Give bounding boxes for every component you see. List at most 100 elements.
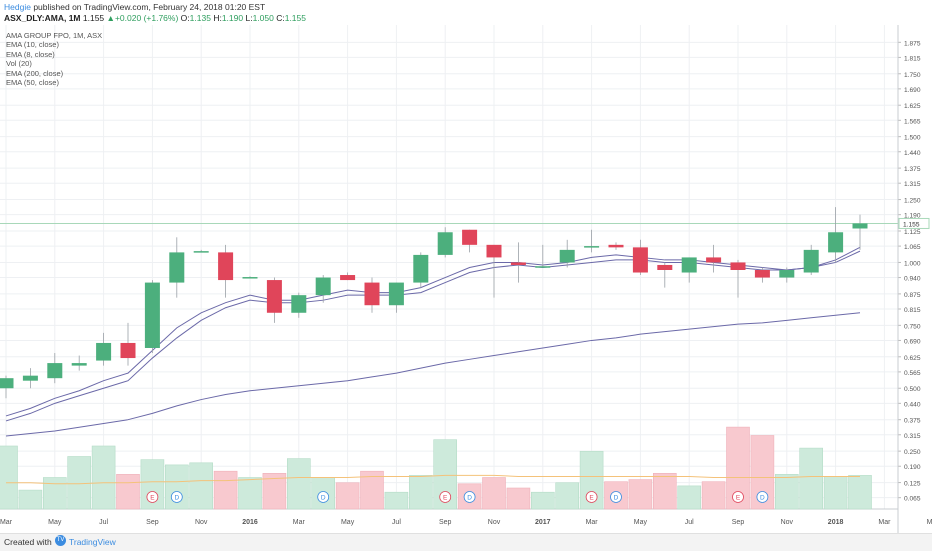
legend-ema-8[interactable]: EMA (8, close) <box>6 49 55 59</box>
earnings-marker-icon <box>439 491 452 503</box>
candle-down <box>462 229 478 245</box>
candle-up <box>437 232 453 255</box>
candle-down <box>706 257 722 263</box>
volume-ma-line <box>6 474 860 485</box>
y-tick-label: 1.190 <box>904 213 921 220</box>
candle-down <box>632 247 648 273</box>
x-tick-label: Mar <box>0 519 13 526</box>
dividend-marker-icon <box>463 491 476 503</box>
volume-bar-up <box>555 482 580 510</box>
y-tick-label: 1.315 <box>904 181 921 188</box>
volume-bar-up <box>408 475 433 510</box>
event-marker-label: D <box>614 494 619 501</box>
x-tick-label: Sep <box>146 519 159 526</box>
candle-down <box>486 244 502 258</box>
dividend-marker-icon <box>610 491 622 503</box>
x-tick-label: Jul <box>99 519 108 526</box>
candle-up <box>828 232 844 253</box>
y-tick-label: 1.750 <box>904 72 921 79</box>
symbol-info: ASX_DLY:AMA, 1M 1.155 ▲+0.020 (+1.76%) O… <box>4 13 306 23</box>
ema-10-line <box>5 250 861 422</box>
volume-bar-down <box>360 470 384 510</box>
volume-bar-down <box>213 470 238 510</box>
y-tick-label: 0.500 <box>904 386 921 393</box>
y-tick-label: 0.190 <box>904 464 921 471</box>
x-tick-label: Mar <box>293 519 306 526</box>
y-tick-label: 0.315 <box>904 433 921 440</box>
x-tick-label: Nov <box>781 519 794 526</box>
volume-bar-up <box>189 462 213 510</box>
volume-bar-up <box>823 476 848 510</box>
ohlc-high: 1.190 <box>221 13 244 23</box>
x-tick-label: 2016 <box>242 519 258 526</box>
symbol-label: ASX_DLY:AMA, 1M <box>4 13 81 23</box>
dividend-marker-icon <box>756 491 769 503</box>
tradingview-link[interactable]: TradingView <box>69 537 116 547</box>
candle-up <box>0 378 14 389</box>
y-tick-label: 1.875 <box>904 40 921 47</box>
event-marker-label: E <box>150 494 155 501</box>
y-tick-label: 0.625 <box>904 355 921 362</box>
volume-bar-up <box>67 456 91 510</box>
candle-down <box>608 244 624 248</box>
volume-bar-up <box>677 485 702 510</box>
candle-up <box>291 295 307 313</box>
ohlc-low: 1.050 <box>252 13 274 23</box>
change-up-icon: ▲ <box>106 13 115 23</box>
ema-8-line <box>5 246 861 417</box>
author-link[interactable]: Hedgie <box>4 2 31 12</box>
x-tick-label: Sep <box>732 519 745 526</box>
legend-ema-50[interactable]: EMA (50, close) <box>6 78 59 88</box>
y-tick-label: 0.125 <box>904 481 921 488</box>
y-tick-label: 0.065 <box>904 496 921 503</box>
event-marker-label: D <box>467 494 472 501</box>
y-tick-label: 1.375 <box>904 166 921 173</box>
dividend-marker-icon <box>317 491 330 503</box>
x-tick-label: 2018 <box>828 519 844 526</box>
legend-volume[interactable]: Vol (20) <box>6 59 32 69</box>
volume-bar-down <box>335 482 360 510</box>
candle-up <box>559 249 575 263</box>
candle-down <box>266 280 282 313</box>
price-chart[interactable]: 1.875 1.815 1.750 1.690 1.625 1.565 1.500 1.440… <box>0 25 932 533</box>
x-tick-label: Mar <box>878 519 891 526</box>
last-price-label: 1.155 <box>903 221 920 228</box>
y-tick-label: 0.690 <box>904 338 921 345</box>
legend-ema-200[interactable]: EMA (200, close) <box>6 68 64 78</box>
candle-down <box>754 270 770 278</box>
created-with-text: Created with <box>4 537 52 547</box>
volume-bar-down <box>482 477 506 510</box>
y-tick-label: 0.750 <box>904 323 921 330</box>
candle-up <box>535 266 551 268</box>
published-text: published on TradingView.com, February 2… <box>33 2 266 12</box>
legend-ema-10[interactable]: EMA (10, close) <box>6 40 59 50</box>
price-change: +0.020 (+1.76%) <box>114 13 179 23</box>
x-tick-label: Sep <box>439 519 452 526</box>
x-tick-label: May <box>48 519 62 526</box>
volume-bar-up <box>42 477 67 510</box>
ohlc-close: 1.155 <box>284 13 306 23</box>
volume-bar-down <box>262 472 287 510</box>
candle-up <box>852 223 868 229</box>
candle-up <box>71 363 87 366</box>
tradingview-logo-icon: TV <box>55 535 66 546</box>
ohlc-close-label: C: <box>276 13 285 23</box>
legend-symbol[interactable]: AMA GROUP FPO, 1M, ASX <box>6 31 103 40</box>
x-tick-label: Nov <box>195 519 208 526</box>
y-tick-label: 0.375 <box>904 418 921 425</box>
x-tick-label: Jul <box>392 519 401 526</box>
publish-info: Hedgie published on TradingView.com, Feb… <box>4 2 265 12</box>
event-marker-label: E <box>736 494 741 501</box>
candle-up <box>144 282 160 348</box>
y-tick-label: 0.440 <box>904 401 921 408</box>
x-tick-label: 2017 <box>535 519 551 526</box>
y-tick-label: 1.065 <box>904 244 921 251</box>
candle-up <box>681 257 697 273</box>
x-tick-label: Mar <box>586 519 599 526</box>
y-tick-label: 0.875 <box>904 292 921 299</box>
x-tick-label: Nov <box>488 519 501 526</box>
volume-bar-up <box>238 477 262 510</box>
candle-up <box>47 363 63 379</box>
y-tick-label: 0.940 <box>904 276 921 283</box>
